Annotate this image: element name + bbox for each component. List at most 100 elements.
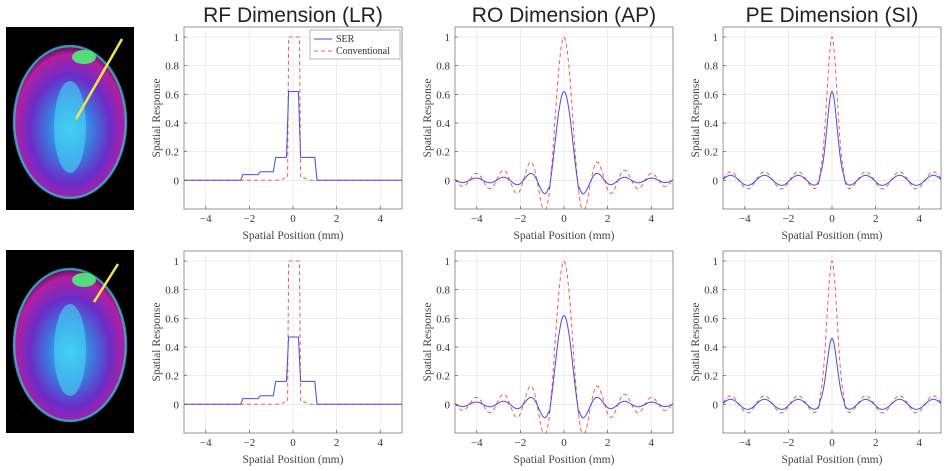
y-tick-label: 0.8 xyxy=(436,285,450,297)
brain-cortex-ring xyxy=(12,267,128,423)
series-line-ser xyxy=(722,337,942,410)
series-line-ser xyxy=(722,90,942,186)
plots: −4 −2 0 2 4 0 0.2 0.4 0.6 0.8 1 Spatial Position (m… xyxy=(151,4,942,466)
y-tick-label: 0.6 xyxy=(704,89,718,101)
brain-hotspot xyxy=(72,273,96,287)
y-tick-label: 0.4 xyxy=(165,118,179,130)
y-tick-label: 1 xyxy=(174,256,180,268)
x-tick-label: 0 xyxy=(290,437,296,449)
brain-image-bottom xyxy=(6,250,134,433)
y-tick-label: 0.2 xyxy=(436,147,450,159)
y-tick-label: 0.4 xyxy=(704,118,718,130)
x-tick-label: 2 xyxy=(873,213,879,225)
y-axis-label: Spatial Response xyxy=(422,303,434,382)
legend-box xyxy=(309,29,401,60)
y-axis-label: Spatial Response xyxy=(151,79,163,158)
brain-cortex-ring xyxy=(12,44,128,200)
y-tick-label: 1 xyxy=(713,256,719,268)
x-axis-label: Spatial Position (mm) xyxy=(514,230,615,242)
y-tick-label: 0.6 xyxy=(165,89,179,101)
x-tick-label: 4 xyxy=(648,437,654,449)
y-tick-label: 1 xyxy=(445,32,451,44)
x-tick-label: −4 xyxy=(471,213,483,225)
x-tick-label: −4 xyxy=(200,213,212,225)
x-axis-label: Spatial Position (mm) xyxy=(782,230,883,242)
y-tick-label: 0.6 xyxy=(436,313,450,325)
x-tick-label: 4 xyxy=(916,437,922,449)
x-axis-label: Spatial Position (mm) xyxy=(782,454,883,466)
x-tick-label: 0 xyxy=(561,213,567,225)
y-tick-label: 0.6 xyxy=(165,313,179,325)
y-tick-label: 1 xyxy=(445,256,451,268)
x-tick-label: 0 xyxy=(290,213,296,225)
x-tick-label: 0 xyxy=(829,213,835,225)
series-line-ser xyxy=(184,336,402,405)
x-tick-label: −4 xyxy=(739,437,751,449)
y-tick-label: 0 xyxy=(174,175,180,187)
series-line-conventional xyxy=(722,35,942,190)
legend-label-ser: SER xyxy=(336,34,355,45)
x-tick-label: −2 xyxy=(515,437,527,449)
y-tick-label: 0.4 xyxy=(704,342,718,354)
y-tick-label: 0 xyxy=(445,175,451,187)
y-tick-label: 0.8 xyxy=(165,61,179,73)
x-axis-label: Spatial Position (mm) xyxy=(243,230,344,242)
series-line-conventional xyxy=(722,259,942,414)
brain-midline-bright xyxy=(54,81,86,173)
series-line-ser xyxy=(454,90,674,195)
chart-RF-top: −4 −2 0 2 4 0 0.2 0.4 0.6 0.8 1 Spatial Position (m… xyxy=(151,4,403,242)
x-tick-label: 0 xyxy=(829,437,835,449)
y-tick-label: 0.2 xyxy=(165,147,179,159)
brain-image-top xyxy=(6,27,134,210)
x-axis-label: Spatial Position (mm) xyxy=(514,454,615,466)
x-tick-label: −4 xyxy=(200,437,212,449)
y-tick-label: 0 xyxy=(445,399,451,411)
y-tick-label: 0.6 xyxy=(436,89,450,101)
y-tick-label: 0.2 xyxy=(704,147,718,159)
y-tick-label: 0.6 xyxy=(704,313,718,325)
y-tick-label: 0 xyxy=(174,399,180,411)
y-axis-label: Spatial Response xyxy=(690,303,702,382)
legend-label-conventional: Conventional xyxy=(336,46,390,57)
series-line-conventional xyxy=(184,260,402,405)
x-tick-label: 2 xyxy=(873,437,879,449)
series-line-conventional xyxy=(184,36,402,181)
y-tick-label: 1 xyxy=(174,32,180,44)
arrow-icon xyxy=(92,263,120,303)
x-tick-label: 4 xyxy=(377,437,383,449)
x-tick-label: −4 xyxy=(471,437,483,449)
series-line-conventional xyxy=(454,260,674,434)
chart-PE-top: −4 −2 0 2 4 0 0.2 0.4 0.6 0.8 1 Spatial Position (m… xyxy=(690,4,942,242)
y-axis-label: Spatial Response xyxy=(690,79,702,158)
y-tick-label: 0.8 xyxy=(436,61,450,73)
chart-title: RF Dimension (LR) xyxy=(203,4,383,27)
x-tick-label: 0 xyxy=(561,437,567,449)
x-tick-label: 2 xyxy=(605,213,611,225)
x-tick-label: −2 xyxy=(515,213,527,225)
x-tick-label: −2 xyxy=(783,213,795,225)
x-tick-label: 4 xyxy=(377,213,383,225)
x-tick-label: 2 xyxy=(334,213,340,225)
chart-RO-bottom: −4 −2 0 2 4 0 0.2 0.4 0.6 0.8 1 Spatial Position (m… xyxy=(422,250,674,466)
y-tick-label: 0.4 xyxy=(165,342,179,354)
series-line-ser xyxy=(454,314,674,419)
x-tick-label: −2 xyxy=(783,437,795,449)
arrow-icon xyxy=(74,38,124,120)
brain-hotspot xyxy=(72,50,96,64)
x-tick-label: 2 xyxy=(334,437,340,449)
chart-RO-top: −4 −2 0 2 4 0 0.2 0.4 0.6 0.8 1 Spatial Position (m… xyxy=(422,4,674,242)
chart-title: RO Dimension (AP) xyxy=(472,4,656,27)
brain-midline-bright xyxy=(54,304,86,396)
y-tick-label: 0 xyxy=(713,399,719,411)
x-tick-label: 2 xyxy=(605,437,611,449)
chart-title: PE Dimension (SI) xyxy=(746,4,919,27)
x-tick-label: 4 xyxy=(648,213,654,225)
x-tick-label: −2 xyxy=(244,437,256,449)
y-tick-label: 0.8 xyxy=(704,285,718,297)
y-tick-label: 0.8 xyxy=(704,61,718,73)
y-axis-label: Spatial Response xyxy=(151,303,163,382)
series-line-conventional xyxy=(454,36,674,210)
y-axis-label: Spatial Response xyxy=(422,79,434,158)
y-tick-label: 0 xyxy=(713,175,719,187)
